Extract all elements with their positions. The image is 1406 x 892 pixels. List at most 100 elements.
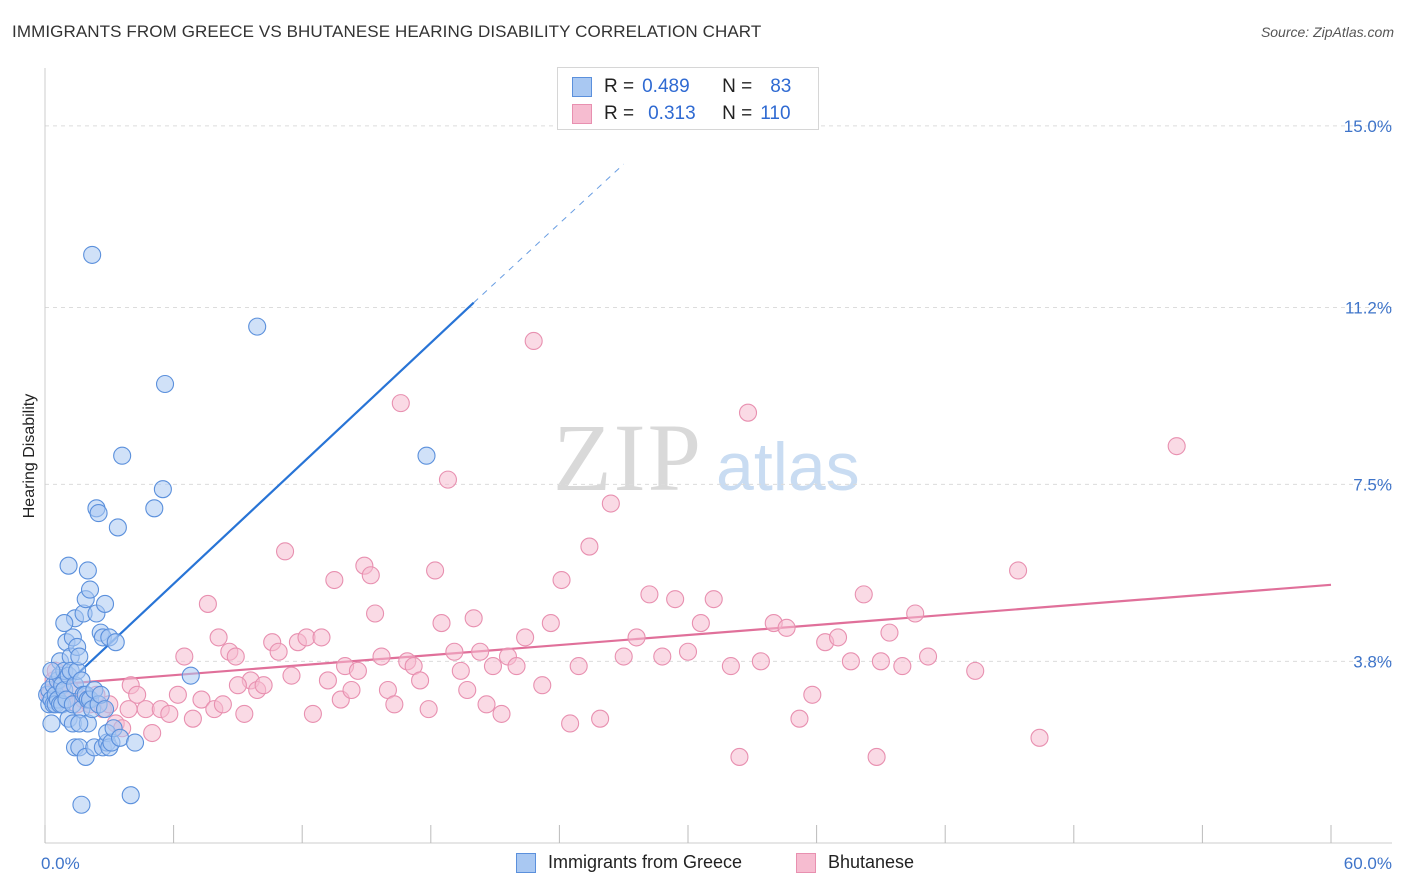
bhutanese-swatch bbox=[572, 104, 592, 124]
bhutanese-point bbox=[451, 661, 470, 680]
greece-trend-extension bbox=[473, 163, 625, 304]
bhutanese-point bbox=[183, 709, 202, 728]
bhutanese-point bbox=[730, 747, 749, 766]
bhutanese-point bbox=[580, 537, 599, 556]
greece-point bbox=[145, 499, 164, 518]
legend-row-greece: R = 0.489 N = 83 bbox=[572, 75, 791, 99]
correlation-legend: R = 0.489 N = 83 R = 0.313 N = 110 bbox=[557, 67, 819, 130]
bhutanese-point bbox=[226, 647, 245, 666]
bhutanese-point bbox=[906, 604, 925, 623]
greece-point bbox=[248, 317, 267, 336]
gridlines bbox=[45, 125, 1392, 662]
bhutanese-point bbox=[312, 628, 331, 647]
greece-legend-label: Immigrants from Greece bbox=[548, 852, 743, 872]
bhutanese-point bbox=[325, 570, 344, 590]
bhutanese-point bbox=[372, 647, 391, 666]
bhutanese-point bbox=[678, 642, 698, 661]
bhutanese-point bbox=[213, 695, 232, 714]
greece-swatch bbox=[572, 77, 592, 97]
data-points bbox=[38, 245, 1186, 814]
greece-point bbox=[155, 374, 175, 394]
bhutanese-point bbox=[507, 657, 526, 676]
greece-point bbox=[153, 480, 172, 499]
series-legend: Immigrants from Greece Bhutanese bbox=[0, 852, 1406, 878]
bhutanese-n-value: 110 bbox=[760, 103, 791, 124]
bhutanese-point bbox=[483, 657, 503, 676]
bhutanese-n-label: N = bbox=[722, 103, 753, 124]
bhutanese-point bbox=[426, 561, 445, 580]
legend-item-bhutanese: Bhutanese bbox=[796, 852, 914, 873]
greece-r-label: R = bbox=[604, 76, 635, 97]
greece-point bbox=[121, 786, 140, 805]
bhutanese-point bbox=[492, 704, 511, 723]
bhutanese-point bbox=[591, 709, 610, 728]
bhutanese-point bbox=[477, 695, 496, 714]
watermark-zip: ZIP bbox=[553, 404, 703, 511]
bhutanese-point bbox=[175, 647, 194, 666]
bhutanese-r-label: R = bbox=[604, 103, 635, 124]
bhutanese-point bbox=[411, 671, 430, 690]
source-label: Source: ZipAtlas.com bbox=[1260, 24, 1394, 40]
axes bbox=[44, 68, 1392, 844]
bhutanese-point bbox=[627, 628, 646, 647]
bhutanese-point bbox=[790, 709, 809, 728]
bhutanese-point bbox=[464, 609, 483, 628]
bhutanese-point bbox=[438, 470, 457, 489]
greece-point bbox=[42, 661, 61, 680]
greece-point bbox=[80, 580, 100, 599]
greece-point bbox=[59, 556, 78, 575]
bhutanese-point bbox=[276, 542, 295, 561]
bhutanese-point bbox=[738, 403, 758, 422]
bhutanese-point bbox=[119, 700, 138, 719]
bhutanese-point bbox=[854, 585, 873, 604]
legend-row-bhutanese: R = 0.313 N = 110 bbox=[572, 102, 791, 126]
bhutanese-point bbox=[653, 647, 672, 666]
bhutanese-point bbox=[432, 614, 451, 633]
bhutanese-point bbox=[318, 671, 337, 690]
bhutanese-point bbox=[419, 700, 438, 719]
bhutanese-point bbox=[160, 704, 179, 723]
bhutanese-point bbox=[640, 585, 659, 604]
bhutanese-point bbox=[1030, 728, 1049, 747]
bhutanese-point bbox=[691, 614, 710, 633]
bhutanese-point bbox=[867, 747, 886, 766]
greece-point bbox=[125, 733, 145, 752]
bhutanese-point bbox=[192, 690, 211, 709]
bhutanese-point bbox=[893, 657, 912, 676]
bhutanese-point bbox=[777, 618, 796, 637]
bhutanese-point bbox=[136, 700, 155, 719]
bhutanese-trend-line bbox=[44, 583, 1332, 687]
greece-legend-swatch bbox=[516, 852, 536, 873]
bhutanese-point bbox=[471, 642, 490, 661]
bhutanese-point bbox=[841, 652, 860, 671]
greece-point bbox=[110, 728, 130, 747]
chart-title: IMMIGRANTS FROM GREECE VS BHUTANESE HEAR… bbox=[12, 22, 762, 41]
bhutanese-point bbox=[880, 623, 899, 642]
bhutanese-point bbox=[516, 628, 535, 647]
bhutanese-point bbox=[704, 590, 723, 609]
bhutanese-point bbox=[552, 570, 571, 590]
greece-n-label: N = bbox=[722, 76, 753, 97]
bhutanese-point bbox=[751, 652, 770, 671]
bhutanese-point bbox=[282, 666, 301, 685]
bhutanese-point bbox=[254, 676, 273, 695]
watermark-atlas: atlas bbox=[716, 429, 860, 505]
trend-lines bbox=[44, 163, 1332, 706]
greece-point bbox=[83, 245, 102, 264]
bhutanese-point bbox=[445, 642, 464, 661]
bhutanese-point bbox=[269, 642, 288, 661]
greece-point bbox=[113, 446, 132, 465]
bhutanese-point bbox=[143, 723, 162, 743]
greece-point bbox=[70, 647, 89, 666]
bhutanese-point bbox=[198, 594, 217, 613]
legend-item-greece: Immigrants from Greece bbox=[516, 852, 742, 873]
bhutanese-point bbox=[919, 647, 938, 666]
x-tick-label-min: 0.0% bbox=[41, 854, 80, 873]
y-tick-label: 3.8% bbox=[1353, 652, 1392, 671]
greece-point bbox=[78, 561, 97, 580]
bhutanese-point bbox=[561, 714, 580, 733]
bhutanese-point bbox=[828, 628, 848, 647]
bhutanese-legend-label: Bhutanese bbox=[828, 852, 915, 872]
greece-r-value: 0.489 bbox=[642, 76, 690, 97]
y-tick-label: 7.5% bbox=[1353, 475, 1392, 494]
